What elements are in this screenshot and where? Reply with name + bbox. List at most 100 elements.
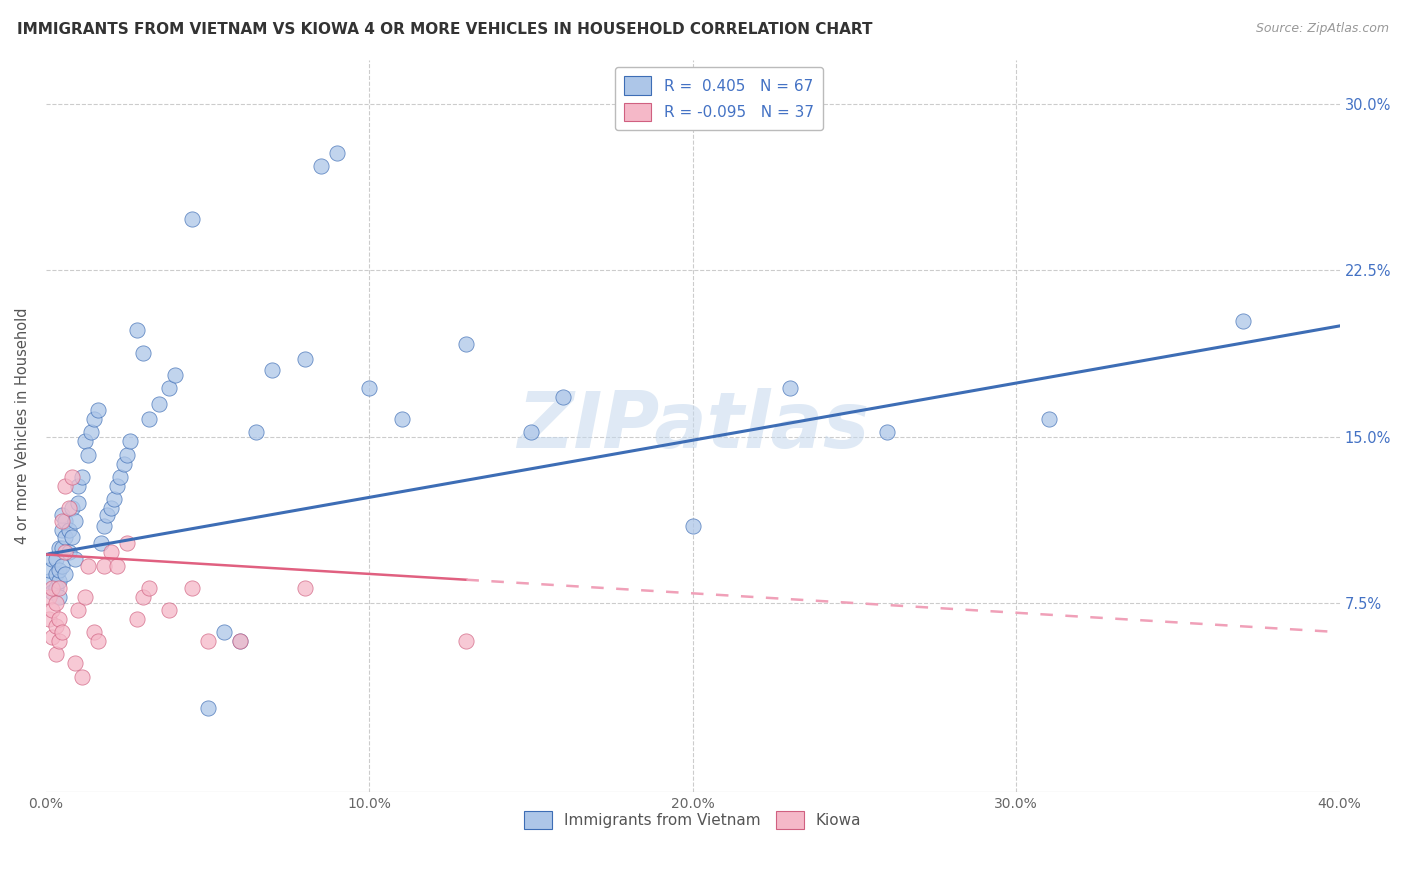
Point (67, 479, 90, 493)
Point (326, 145, 349, 160)
Point (245, 425, 267, 440)
Point (138, 412, 160, 426)
Point (80, 425, 103, 440)
Point (48, 574, 70, 588)
Point (51, 541, 73, 555)
Text: Source: ZipAtlas.com: Source: ZipAtlas.com (1256, 22, 1389, 36)
Point (83, 412, 105, 426)
Point (45, 552, 67, 566)
Point (87, 634, 110, 648)
Point (38, 563, 60, 577)
Point (87, 403, 110, 417)
Point (60, 470, 83, 484)
Point (520, 425, 543, 440)
Point (138, 581, 160, 595)
Point (73, 434, 96, 449)
Point (779, 381, 801, 395)
Point (309, 159, 332, 173)
Point (90, 536, 112, 550)
Point (51, 508, 73, 522)
Point (51, 514, 73, 528)
Point (77, 558, 100, 573)
Point (212, 625, 235, 640)
Point (58, 545, 80, 559)
Point (93, 558, 115, 573)
Point (148, 396, 170, 410)
Point (115, 448, 138, 462)
Point (38, 574, 60, 588)
Point (165, 368, 187, 382)
Point (180, 581, 202, 595)
Point (180, 212, 202, 227)
Legend: Immigrants from Vietnam, Kiowa: Immigrants from Vietnam, Kiowa (519, 805, 868, 836)
Point (359, 381, 381, 395)
Point (63, 552, 86, 566)
Point (100, 545, 122, 559)
Point (48, 541, 70, 555)
Point (96, 508, 118, 522)
Point (682, 518, 704, 533)
Y-axis label: 4 or more Vehicles in Household: 4 or more Vehicles in Household (15, 308, 30, 544)
Point (51, 625, 73, 640)
Point (197, 634, 219, 648)
Point (38, 612, 60, 626)
Point (53, 567, 76, 582)
Point (70, 669, 93, 683)
Point (112, 457, 135, 471)
Point (53, 479, 76, 493)
Point (110, 470, 132, 484)
Point (1038, 412, 1060, 426)
Point (58, 523, 80, 537)
Point (73, 590, 96, 604)
Point (197, 700, 219, 714)
Point (45, 567, 67, 582)
Point (60, 530, 83, 544)
Point (48, 581, 70, 595)
Point (53, 545, 76, 559)
Point (51, 558, 73, 573)
Point (83, 625, 105, 640)
Point (45, 618, 67, 632)
Point (63, 514, 86, 528)
Point (60, 500, 83, 515)
Point (105, 558, 128, 573)
Point (45, 596, 67, 610)
Point (100, 500, 122, 515)
Text: ZIPatlas: ZIPatlas (516, 388, 869, 464)
Point (48, 612, 70, 626)
Point (41, 552, 63, 566)
Point (45, 648, 67, 662)
Point (132, 590, 155, 604)
Point (553, 390, 575, 404)
Point (105, 479, 128, 493)
Text: IMMIGRANTS FROM VIETNAM VS KIOWA 4 OR MORE VEHICLES IN HOUSEHOLD CORRELATION CHA: IMMIGRANTS FROM VIETNAM VS KIOWA 4 OR MO… (17, 22, 872, 37)
Point (125, 323, 148, 337)
Point (63, 657, 86, 671)
Point (294, 581, 316, 595)
Point (157, 381, 180, 395)
Point (67, 603, 90, 617)
Point (67, 496, 90, 510)
Point (45, 581, 67, 595)
Point (77, 448, 100, 462)
Point (1232, 314, 1254, 328)
Point (120, 434, 142, 449)
Point (115, 536, 138, 550)
Point (41, 603, 63, 617)
Point (456, 634, 478, 648)
Point (48, 590, 70, 604)
Point (53, 514, 76, 528)
Point (125, 612, 148, 626)
Point (38, 590, 60, 604)
Point (294, 352, 316, 367)
Point (103, 491, 125, 506)
Point (51, 523, 73, 537)
Point (132, 345, 155, 359)
Point (41, 585, 63, 599)
Point (262, 363, 284, 377)
Point (48, 563, 70, 577)
Point (229, 634, 252, 648)
Point (48, 634, 70, 648)
Point (58, 500, 80, 515)
Point (456, 336, 478, 351)
